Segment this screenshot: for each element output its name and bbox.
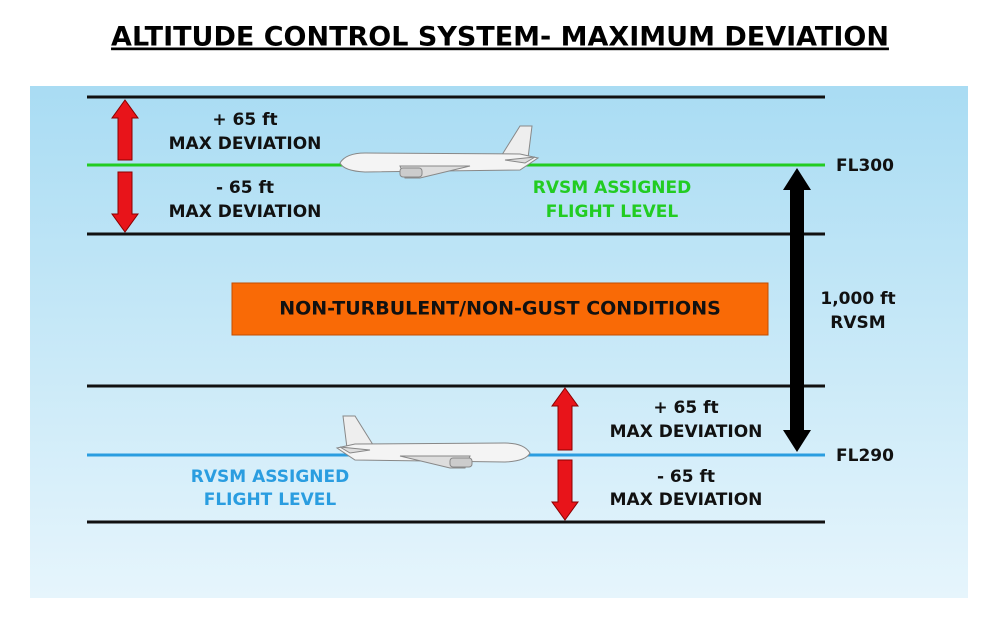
conditions-box (231, 282, 769, 336)
title: ALTITUDE CONTROL SYSTEM- MAXIMUM DEVIATI… (111, 22, 889, 53)
level-label: FLIGHT LEVEL (546, 202, 679, 222)
deviation-label: - 65 ft (657, 467, 715, 487)
separation-label: RVSM (830, 313, 885, 333)
deviation-label: + 65 ft (653, 398, 718, 418)
deviation-arrows (111, 99, 579, 521)
airplane (339, 125, 540, 179)
separation-label: 1,000 ft (820, 289, 895, 309)
deviation-label: MAX DEVIATION (169, 202, 322, 222)
level-label: FLIGHT LEVEL (204, 490, 337, 510)
deviation-label: MAX DEVIATION (610, 490, 763, 510)
deviation-label: - 65 ft (216, 178, 274, 198)
level-label: RVSM ASSIGNED (191, 467, 349, 487)
flight-level: FL290 (836, 446, 894, 466)
deviation-label: MAX DEVIATION (169, 134, 322, 154)
deviation-label: MAX DEVIATION (610, 422, 763, 442)
flight-level: FL300 (836, 156, 894, 176)
sky-panel (30, 86, 968, 598)
airplane (335, 415, 531, 469)
separation-arrow (783, 168, 811, 452)
deviation-label: + 65 ft (212, 110, 277, 130)
conditions-label: NON-TURBULENT/NON-GUST CONDITIONS (279, 298, 721, 320)
level-label: RVSM ASSIGNED (533, 178, 691, 198)
